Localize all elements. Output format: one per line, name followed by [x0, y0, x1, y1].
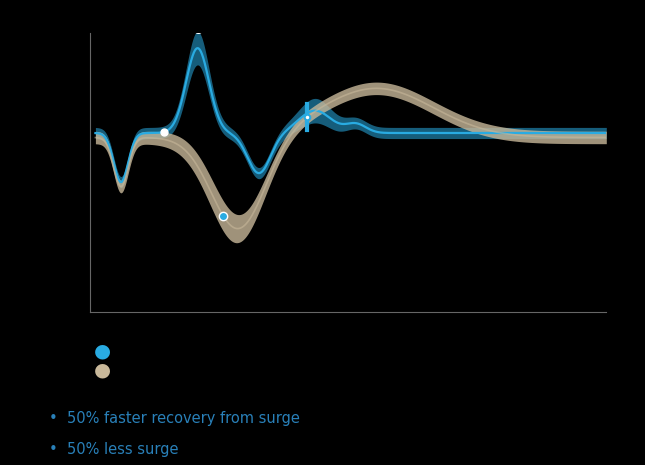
Text: •  50% less surge: • 50% less surge [49, 442, 179, 457]
Text: ●: ● [94, 360, 110, 379]
Text: ●: ● [94, 342, 110, 360]
Text: •  50% faster recovery from surge: • 50% faster recovery from surge [49, 412, 300, 426]
